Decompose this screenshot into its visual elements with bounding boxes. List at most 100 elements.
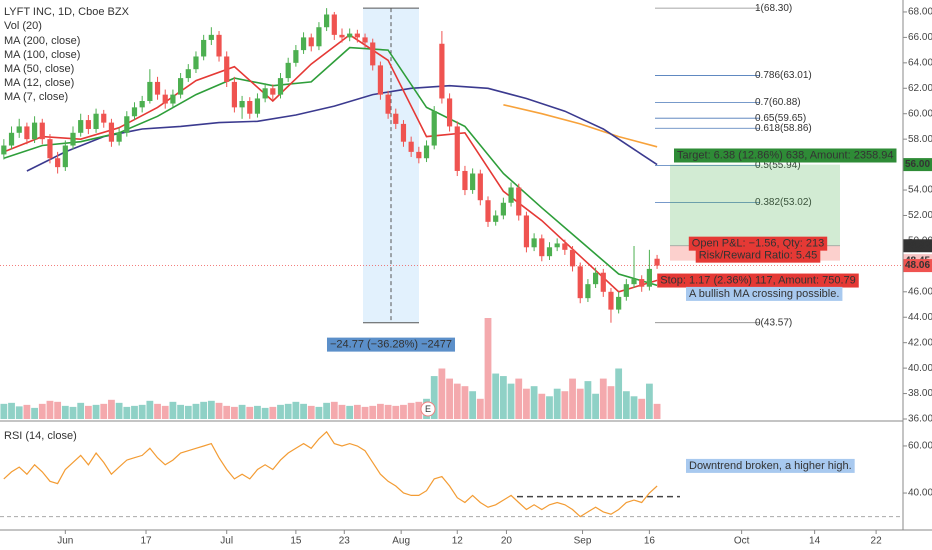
- volume-bar: [92, 404, 100, 419]
- volume-bar: [330, 401, 338, 419]
- volume-bar: [492, 373, 500, 419]
- fib-label: 0.65(59.65): [755, 113, 806, 124]
- y-tick-label: 36.00: [908, 414, 932, 425]
- volume-bar: [200, 401, 208, 419]
- rsi-line: [3, 430, 658, 518]
- candle-body: [247, 100, 253, 114]
- candle-body: [162, 94, 168, 104]
- volume-bar: [523, 388, 530, 419]
- y-tick-label: 52.00: [908, 210, 932, 221]
- volume-bar: [38, 403, 46, 419]
- volume-bar: [361, 406, 369, 419]
- price-tag: [903, 239, 932, 253]
- candle-body: [546, 247, 553, 257]
- candle-body: [408, 141, 414, 152]
- candle-body: [554, 243, 560, 248]
- legend-entry: MA (7, close): [4, 91, 68, 103]
- candle-body: [170, 94, 176, 104]
- candle-body: [485, 200, 491, 222]
- volume-bar: [307, 405, 315, 419]
- candle-body: [654, 258, 660, 266]
- candle-body: [201, 39, 207, 57]
- volume-bar: [146, 400, 154, 419]
- candle-body: [300, 37, 307, 51]
- volume-bar: [592, 393, 599, 419]
- volume-bar: [277, 404, 284, 419]
- fib-label: 0.7(60.88): [755, 97, 801, 108]
- x-tick-label: Oct: [734, 536, 750, 547]
- volume-bar: [315, 406, 323, 419]
- volume-bar: [61, 405, 69, 419]
- x-tick-label: 20: [501, 536, 513, 547]
- volume-bar: [461, 386, 469, 419]
- candle-body: [477, 173, 483, 201]
- rsi-tick-label: 60.00: [908, 441, 932, 452]
- candle-body: [646, 268, 652, 287]
- candle-body: [516, 187, 522, 216]
- candle-body: [339, 34, 345, 38]
- volume-bar: [300, 403, 307, 419]
- volume-bar: [353, 404, 361, 419]
- x-tick-label: Aug: [392, 536, 410, 547]
- candle-body: [592, 272, 599, 285]
- fib-label: 0.786(63.01): [755, 70, 812, 81]
- x-tick-label: 17: [140, 536, 152, 547]
- volume-bar: [599, 378, 607, 419]
- candle-body: [208, 34, 214, 40]
- candle-body: [70, 132, 76, 146]
- fib-label: 0.382(53.02): [755, 197, 812, 208]
- candle-body: [316, 27, 322, 47]
- y-tick-label: 58.00: [908, 134, 932, 145]
- x-tick-label: 16: [644, 536, 656, 547]
- volume-bar: [54, 401, 62, 419]
- candle-body: [231, 81, 237, 108]
- candle-body: [262, 88, 268, 99]
- volume-bar: [15, 406, 23, 419]
- volume-bar: [584, 381, 592, 419]
- candle-body: [462, 170, 468, 191]
- volume-bar: [453, 383, 461, 419]
- candle-body: [423, 145, 430, 159]
- candle-body: [631, 279, 637, 285]
- y-tick-label: 64.00: [908, 57, 932, 68]
- candle-body: [439, 43, 445, 99]
- volume-bar: [499, 376, 507, 419]
- rsi-tick-label: 40.00: [908, 488, 932, 499]
- volume-bar: [23, 404, 31, 419]
- candle-body: [39, 122, 45, 140]
- volume-bar: [77, 402, 85, 419]
- y-tick-label: 60.00: [908, 108, 932, 119]
- candle-body: [293, 50, 299, 63]
- candle-body: [454, 126, 460, 171]
- volume-bar: [476, 398, 484, 419]
- volume-bar: [161, 405, 169, 419]
- fib-label: 0(43.57): [755, 317, 792, 328]
- x-tick-label: 23: [339, 536, 351, 547]
- volume-bar: [400, 404, 407, 419]
- pnl-label: Open P&L: −1.56, Qty: 213: [692, 238, 824, 250]
- candle-body: [639, 279, 645, 287]
- volume-bar: [346, 405, 354, 419]
- volume-bar: [630, 396, 638, 419]
- legend-title: LYFT INC, 1D, Cboe BZX: [4, 6, 130, 18]
- volume-bar: [638, 398, 646, 419]
- candle-body: [569, 249, 576, 267]
- volume-bar: [484, 318, 492, 419]
- candle-body: [193, 56, 199, 70]
- volume-bar: [576, 388, 584, 419]
- measure-label-bg: [326, 337, 456, 352]
- legend-entry: MA (100, close): [4, 49, 80, 61]
- candle-body: [523, 215, 530, 248]
- volume-bar: [392, 405, 400, 419]
- x-tick-label: Jul: [220, 536, 233, 547]
- volume-bar: [607, 386, 615, 419]
- annotation: A bullish MA crossing possible.: [689, 288, 839, 300]
- candle-body: [31, 122, 38, 140]
- ma-line: [503, 104, 658, 148]
- candle-body: [308, 37, 314, 47]
- candle-body: [124, 116, 130, 133]
- volume-bar: [131, 405, 138, 419]
- volume-bar: [292, 401, 300, 419]
- price-tag-label: 56.00: [905, 159, 930, 170]
- volume-bar: [31, 407, 38, 419]
